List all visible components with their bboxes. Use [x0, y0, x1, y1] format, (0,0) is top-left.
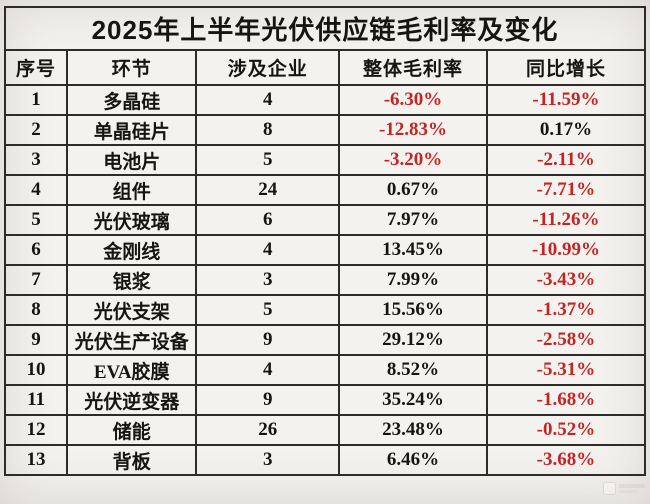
companies-cell: 9	[195, 384, 341, 416]
companies-cell: 8	[195, 114, 341, 146]
row-number-cell: 10	[3, 354, 69, 386]
companies-cell: 26	[195, 414, 341, 446]
header-margin: 整体毛利率	[338, 49, 488, 86]
companies-cell: 5	[195, 294, 341, 326]
row-number-cell: 11	[3, 384, 69, 416]
companies-cell: 4	[195, 354, 341, 386]
segment-cell: 金刚线	[66, 234, 198, 266]
segment-cell: 组件	[66, 174, 198, 206]
table-row: 13 背板 3 6.46% -3.68%	[3, 444, 647, 476]
table-row: 12 储能 26 23.48% -0.52%	[3, 414, 647, 446]
row-number-cell: 8	[3, 294, 69, 326]
yoy-cell: -1.68%	[485, 384, 647, 416]
segment-cell: 多晶硅	[66, 84, 198, 116]
yoy-cell: -2.11%	[485, 144, 647, 176]
table-title: 2025年上半年光伏供应链毛利率及变化	[4, 6, 646, 51]
pv-margin-table: 2025年上半年光伏供应链毛利率及变化 序号 环节 涉及企业 整体毛利率 同比增…	[3, 6, 647, 476]
margin-cell: 6.46%	[338, 444, 488, 476]
yoy-cell: -0.52%	[485, 414, 647, 446]
segment-cell: 光伏逆变器	[66, 384, 198, 416]
header-row: 序号 环节 涉及企业 整体毛利率 同比增长	[3, 49, 647, 86]
table-row: 1 多晶硅 4 -6.30% -11.59%	[3, 84, 647, 116]
margin-cell: -6.30%	[338, 84, 488, 116]
margin-cell: -12.83%	[338, 114, 488, 146]
margin-cell: 35.24%	[338, 384, 488, 416]
table-row: 7 银浆 3 7.99% -3.43%	[3, 264, 647, 296]
watermark	[603, 482, 645, 495]
row-number-cell: 1	[3, 84, 69, 116]
row-number-cell: 13	[3, 444, 69, 476]
margin-cell: 0.67%	[338, 174, 488, 206]
row-number-cell: 2	[3, 114, 69, 146]
margin-cell: 23.48%	[338, 414, 488, 446]
table-row: 8 光伏支架 5 15.56% -1.37%	[3, 294, 647, 326]
header-no: 序号	[3, 49, 69, 86]
table-row: 2 单晶硅片 8 -12.83% 0.17%	[3, 114, 647, 146]
header-companies: 涉及企业	[195, 49, 341, 86]
companies-cell: 4	[195, 234, 341, 266]
row-number-cell: 5	[3, 204, 69, 236]
watermark-logo-icon	[603, 482, 616, 495]
header-segment: 环节	[66, 49, 198, 86]
yoy-cell: -5.31%	[485, 354, 647, 386]
margin-cell: 29.12%	[338, 324, 488, 356]
companies-cell: 3	[195, 444, 341, 476]
row-number-cell: 6	[3, 234, 69, 266]
segment-cell: 光伏玻璃	[66, 204, 198, 236]
margin-cell: 15.56%	[338, 294, 488, 326]
table-body: 1 多晶硅 4 -6.30% -11.59% 2 单晶硅片 8 -12.83% 0.17% 3 电池片…	[3, 84, 647, 476]
yoy-cell: -11.59%	[485, 84, 647, 116]
margin-cell: 13.45%	[338, 234, 488, 266]
table-row: 10 EVA胶膜 4 8.52% -5.31%	[3, 354, 647, 386]
companies-cell: 5	[195, 144, 341, 176]
title-row: 2025年上半年光伏供应链毛利率及变化	[4, 6, 646, 51]
companies-cell: 24	[195, 174, 341, 206]
companies-cell: 9	[195, 324, 341, 356]
segment-cell: 背板	[66, 444, 198, 476]
segment-cell: 储能	[66, 414, 198, 446]
companies-cell: 3	[195, 264, 341, 296]
segment-cell: 光伏支架	[66, 294, 198, 326]
table-row: 6 金刚线 4 13.45% -10.99%	[3, 234, 647, 266]
row-number-cell: 3	[3, 144, 69, 176]
yoy-cell: -7.71%	[485, 174, 647, 206]
segment-cell: 光伏生产设备	[66, 324, 198, 356]
row-number-cell: 7	[3, 264, 69, 296]
yoy-cell: 0.17%	[485, 114, 647, 146]
margin-cell: 8.52%	[338, 354, 488, 386]
yoy-cell: -3.68%	[485, 444, 647, 476]
companies-cell: 4	[195, 84, 341, 116]
table-row: 4 组件 24 0.67% -7.71%	[3, 174, 647, 206]
segment-cell: 银浆	[66, 264, 198, 296]
table-row: 11 光伏逆变器 9 35.24% -1.68%	[3, 384, 647, 416]
yoy-cell: -10.99%	[485, 234, 647, 266]
yoy-cell: -2.58%	[485, 324, 647, 356]
margin-cell: 7.99%	[338, 264, 488, 296]
header-yoy: 同比增长	[485, 49, 647, 86]
yoy-cell: -3.43%	[485, 264, 647, 296]
table-row: 9 光伏生产设备 9 29.12% -2.58%	[3, 324, 647, 356]
row-number-cell: 4	[3, 174, 69, 206]
margin-cell: -3.20%	[338, 144, 488, 176]
yoy-cell: -11.26%	[485, 204, 647, 236]
row-number-cell: 9	[3, 324, 69, 356]
segment-cell: 电池片	[66, 144, 198, 176]
yoy-cell: -1.37%	[485, 294, 647, 326]
table-row: 5 光伏玻璃 6 7.97% -11.26%	[3, 204, 647, 236]
margin-cell: 7.97%	[338, 204, 488, 236]
companies-cell: 6	[195, 204, 341, 236]
watermark-text-lines	[619, 484, 645, 493]
table-row: 3 电池片 5 -3.20% -2.11%	[3, 144, 647, 176]
segment-cell: EVA胶膜	[66, 354, 198, 386]
row-number-cell: 12	[3, 414, 69, 446]
segment-cell: 单晶硅片	[66, 114, 198, 146]
